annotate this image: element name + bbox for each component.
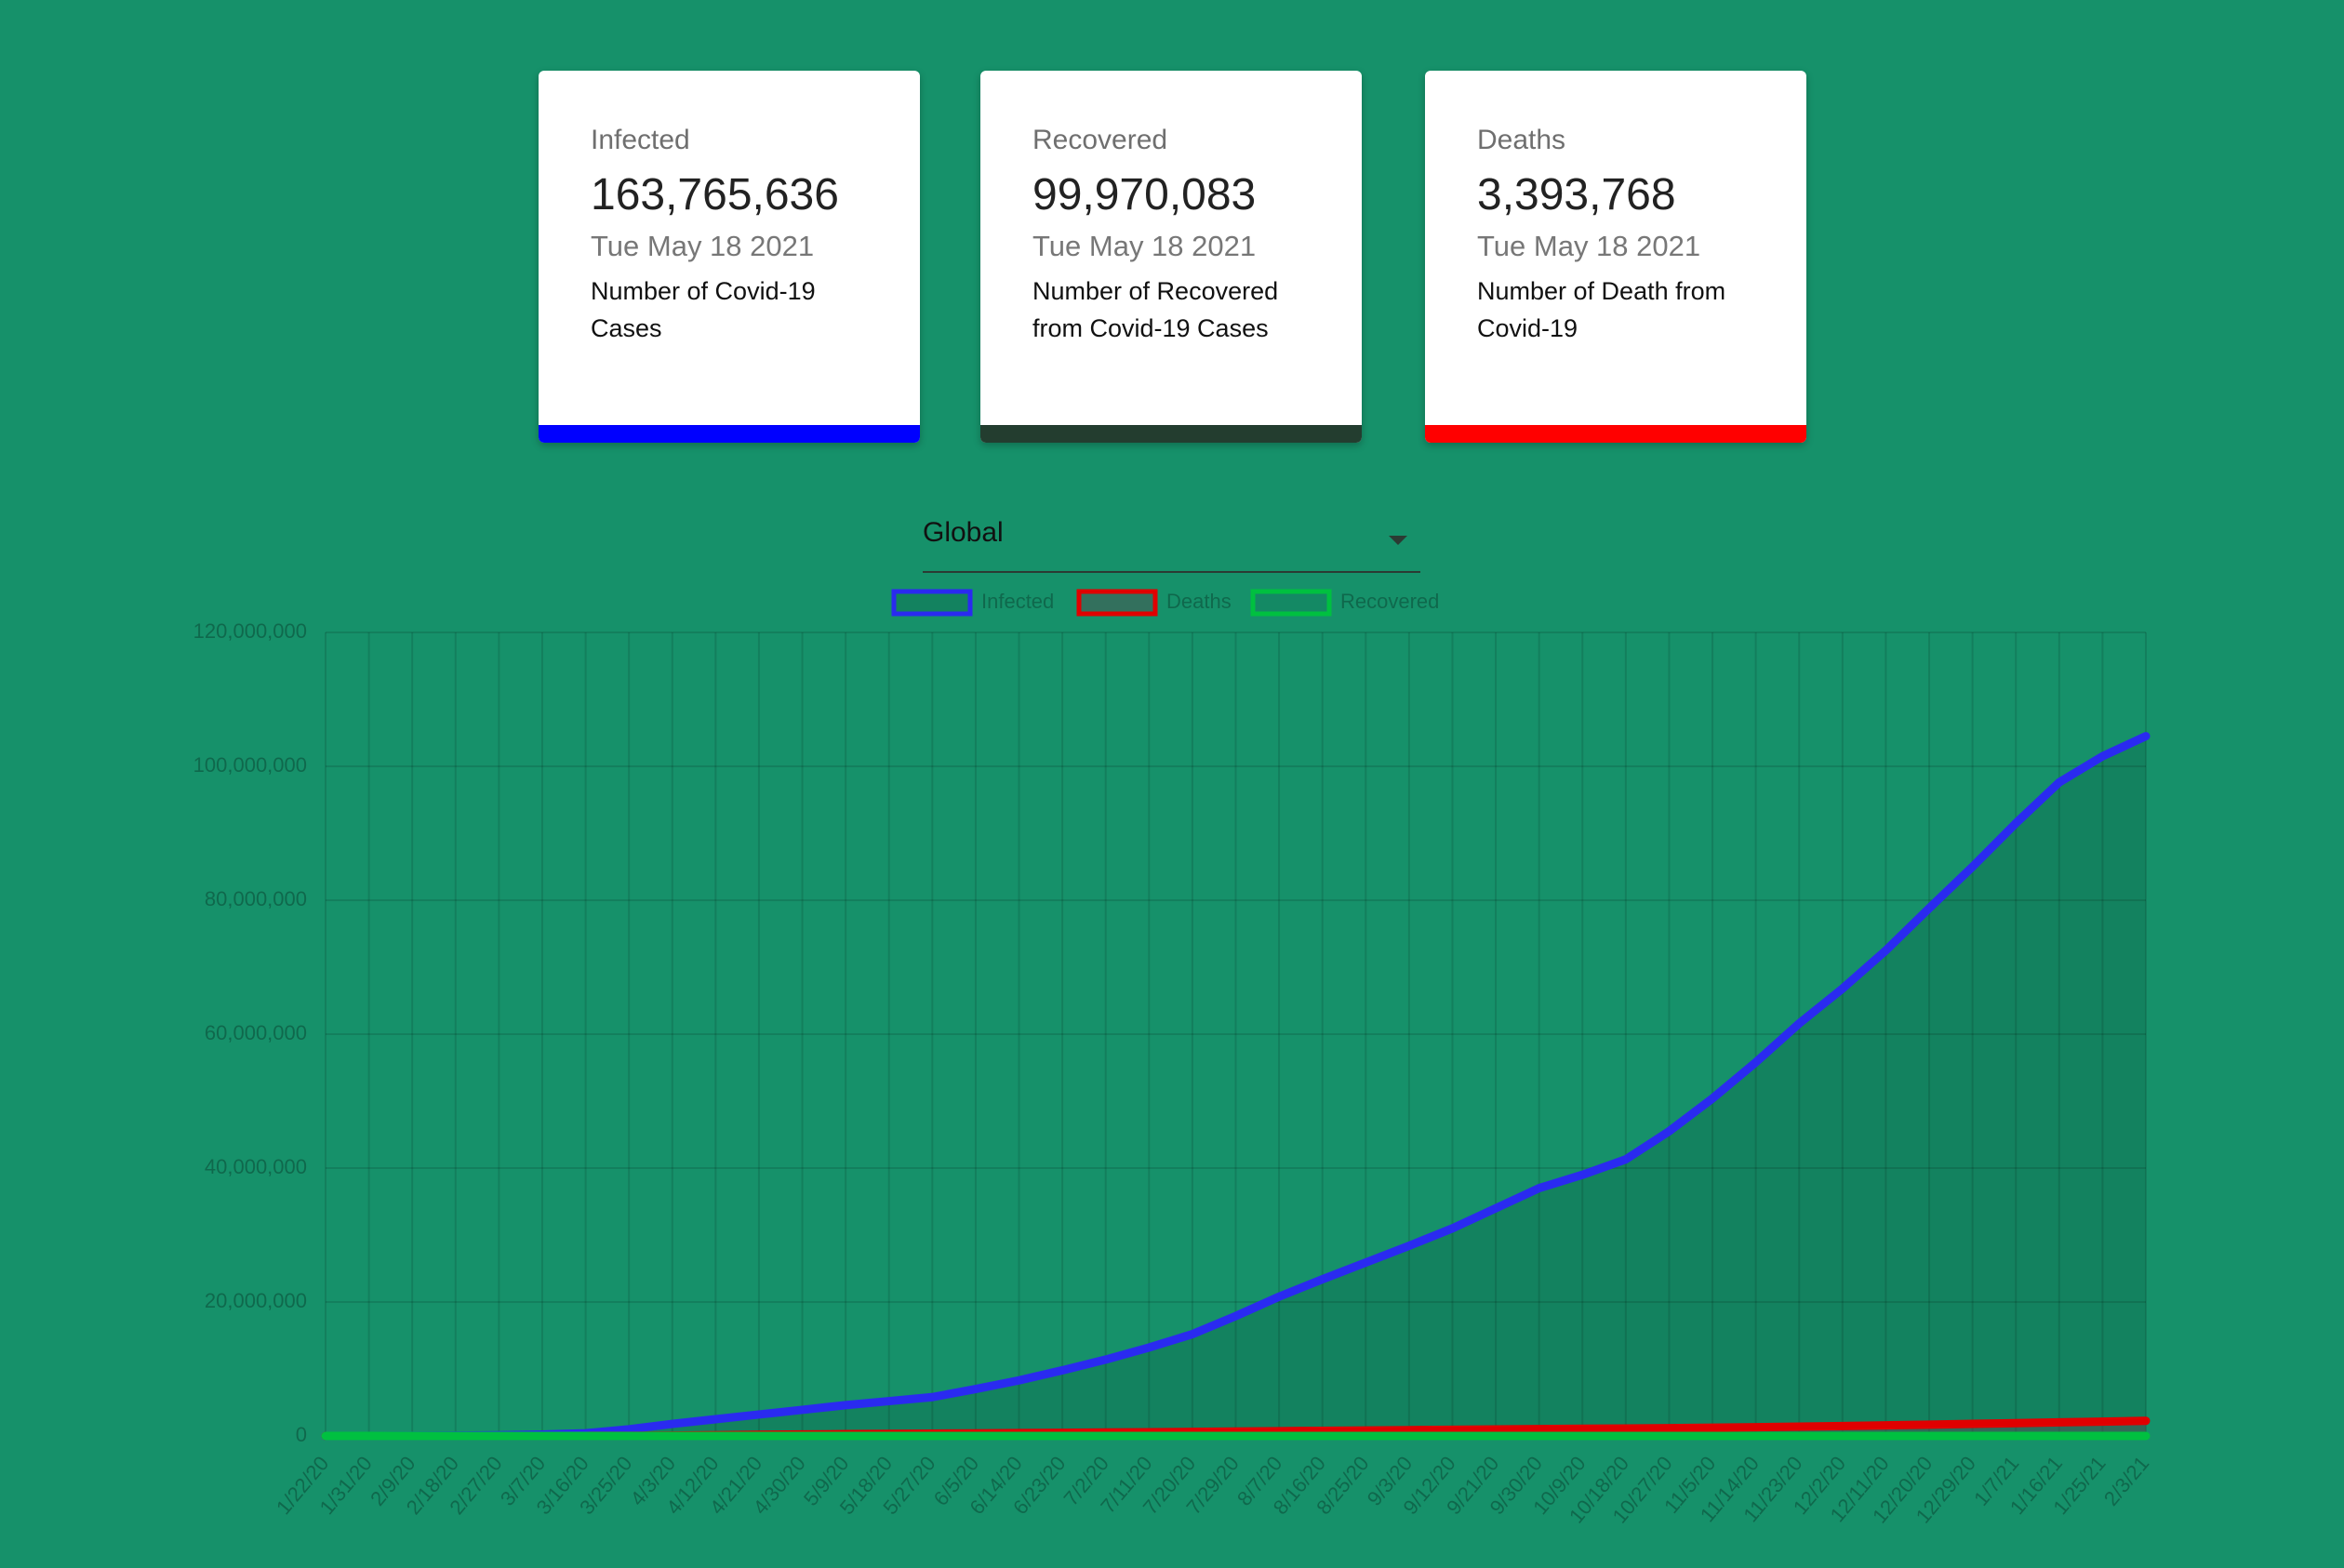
y-tick-label: 40,000,000 xyxy=(205,1155,307,1178)
y-tick-label: 100,000,000 xyxy=(193,753,307,777)
y-tick-label: 120,000,000 xyxy=(193,619,307,643)
stat-card: Deaths 3,393,768 Tue May 18 2021 Number of … xyxy=(1425,71,1806,443)
card-date: Tue May 18 2021 xyxy=(1477,230,1701,262)
stat-card: Infected 163,765,636 Tue May 18 2021 Number… xyxy=(539,71,920,443)
card-description: Number of Covid-19 Cases xyxy=(591,277,816,342)
card-title: Recovered xyxy=(1032,125,1168,155)
card-value: 3,393,768 xyxy=(1477,170,1676,219)
card-description: Number of Recovered from Covid-19 Cases xyxy=(1032,277,1279,342)
legend-label: Deaths xyxy=(1166,590,1232,613)
legend-label: Infected xyxy=(981,590,1054,613)
stat-card: Recovered 99,970,083 Tue May 18 2021 Number… xyxy=(980,71,1362,443)
legend-swatch xyxy=(1250,589,1332,617)
select-value: Global xyxy=(923,517,1004,548)
card-value: 163,765,636 xyxy=(591,170,839,219)
y-tick-label: 60,000,000 xyxy=(205,1021,307,1044)
card-accent xyxy=(980,425,1362,443)
x-tick-label: 2/3/21 xyxy=(2099,1452,2153,1510)
card-accent xyxy=(1425,425,1806,443)
y-tick-label: 20,000,000 xyxy=(205,1289,307,1312)
series-line xyxy=(321,732,2151,1441)
y-tick-label: 0 xyxy=(296,1423,307,1446)
legend-swatch xyxy=(891,589,973,617)
legend-label: Recovered xyxy=(1340,590,1439,613)
dropdown-arrow xyxy=(1389,536,1407,545)
card-description: Number of Death from Covid-19 xyxy=(1477,277,1726,342)
card-date: Tue May 18 2021 xyxy=(1032,230,1257,262)
region-select[interactable]: Global xyxy=(923,517,1420,573)
legend-swatch xyxy=(1076,589,1158,617)
card-date: Tue May 18 2021 xyxy=(591,230,815,262)
series-area xyxy=(326,736,2146,1436)
y-tick-label: 80,000,000 xyxy=(205,887,307,910)
card-title: Infected xyxy=(591,125,690,155)
card-value: 99,970,083 xyxy=(1032,170,1257,219)
card-accent xyxy=(539,425,920,443)
card-title: Deaths xyxy=(1477,125,1566,155)
